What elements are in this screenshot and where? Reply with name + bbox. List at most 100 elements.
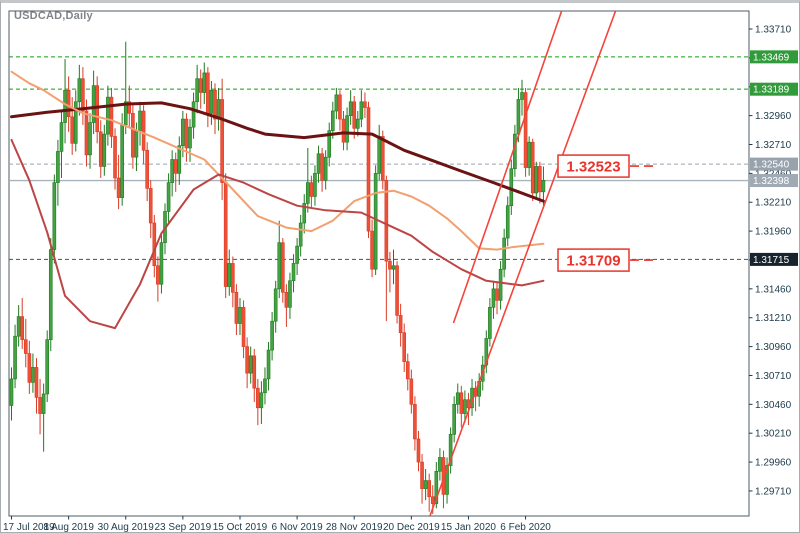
candle-body: [277, 242, 282, 290]
candle-body: [16, 316, 21, 337]
trendline-upper[interactable]: [452, 11, 563, 324]
candle-body: [31, 367, 35, 383]
candle-body: [173, 159, 178, 174]
candle-body: [131, 113, 135, 158]
candle-body: [352, 101, 357, 129]
x-axis-label: 23 Sep 2019: [155, 522, 212, 533]
ma-firebrick[interactable]: [10, 138, 545, 330]
y-axis-label: 1.29960: [755, 458, 792, 469]
candle-body: [188, 126, 192, 149]
candle-body: [491, 288, 496, 308]
badge-bg: [750, 82, 798, 96]
candle-body: [195, 78, 199, 103]
badge-label: 1.33469: [753, 52, 790, 63]
candle-body: [295, 245, 299, 264]
candle-body: [377, 136, 382, 174]
candle-body: [363, 101, 367, 108]
price-callout[interactable]: 1.31709: [557, 248, 653, 272]
x-axis-label: 6 Nov 2019: [272, 522, 324, 533]
candle-body: [538, 166, 542, 193]
candle-body: [266, 349, 271, 380]
badge-bg: [750, 174, 798, 188]
candle-body: [291, 263, 296, 282]
candle-body: [56, 151, 60, 183]
candle-body: [248, 355, 253, 374]
candle-body: [466, 399, 471, 409]
candle-body: [138, 110, 142, 131]
x-axis-label: 17 Jul 2019: [3, 522, 55, 533]
candle-body: [355, 118, 360, 129]
candle-body: [181, 118, 185, 146]
x-axis-label: 28 Nov 2019: [326, 522, 383, 533]
candle-body: [438, 457, 442, 472]
candle-body: [270, 320, 274, 351]
candle-body: [184, 118, 189, 149]
candle-body: [366, 107, 371, 232]
candle-body: [459, 392, 464, 414]
x-axis-label: 8 Aug 2019: [43, 522, 94, 533]
time-axis[interactable]: [9, 516, 749, 533]
candle-body: [323, 156, 328, 181]
candle-body: [284, 292, 289, 308]
candle-body: [488, 307, 492, 339]
candle-body: [384, 179, 389, 262]
badge-bg: [750, 157, 798, 171]
candle-body: [23, 339, 28, 354]
axis-badge-1.33469: 1.33469: [750, 50, 798, 64]
callout-box[interactable]: [557, 154, 630, 178]
candle-body: [430, 496, 435, 504]
candle-body: [41, 393, 46, 414]
candle-body: [84, 110, 89, 156]
candle-body: [420, 461, 424, 489]
callout-label: 1.32523: [566, 159, 620, 176]
candle-body: [313, 173, 317, 197]
price-axis[interactable]: [749, 11, 800, 516]
axis-badge-1.32398: 1.32398: [750, 174, 798, 188]
candle-body: [534, 166, 539, 194]
candle-body: [398, 315, 403, 334]
candle-body: [516, 99, 521, 135]
candle-body: [309, 182, 314, 197]
badge-label: 1.32398: [753, 176, 790, 187]
candle-body: [302, 203, 307, 224]
candle-body: [191, 101, 196, 128]
price-callout[interactable]: 1.32523: [557, 154, 653, 178]
y-axis-label: 1.32210: [755, 198, 792, 209]
candle-body: [123, 101, 128, 126]
candle-body: [298, 222, 303, 247]
candle-body: [156, 265, 160, 285]
trendline-lower[interactable]: [429, 11, 617, 516]
candle-body: [334, 94, 339, 112]
candle-body: [34, 367, 39, 398]
callout-box[interactable]: [557, 248, 630, 272]
candle-body: [327, 130, 332, 158]
candle-body: [52, 182, 57, 250]
ma-salmon[interactable]: [10, 70, 545, 251]
candle-body: [213, 89, 217, 120]
candle-body: [256, 387, 260, 409]
x-axis-label: 20 Dec 2019: [383, 522, 440, 533]
candle-body: [281, 242, 285, 293]
candle-body: [234, 292, 239, 324]
candle-body: [141, 110, 146, 151]
candle-body: [220, 99, 224, 183]
candle-body: [209, 89, 214, 114]
candle-body: [120, 124, 124, 198]
candle-body: [202, 72, 207, 93]
candle-body: [77, 78, 82, 103]
candle-body: [416, 438, 421, 463]
candle-body: [238, 307, 242, 324]
candle-body: [434, 471, 439, 504]
candle-body: [273, 288, 278, 322]
candle-body: [48, 249, 53, 340]
candle-body: [330, 110, 335, 131]
candle-body: [445, 465, 449, 495]
badge-label: 1.32540: [753, 160, 790, 171]
candle-body: [109, 96, 114, 137]
candle-body: [423, 480, 428, 489]
y-axis-label: 1.30960: [755, 342, 792, 353]
price-chart[interactable]: 1.337101.334601.332101.329601.327101.324…: [1, 3, 800, 533]
ma-dark-maroon[interactable]: [10, 101, 545, 203]
candle-body: [513, 133, 517, 170]
candle-body: [134, 130, 139, 158]
